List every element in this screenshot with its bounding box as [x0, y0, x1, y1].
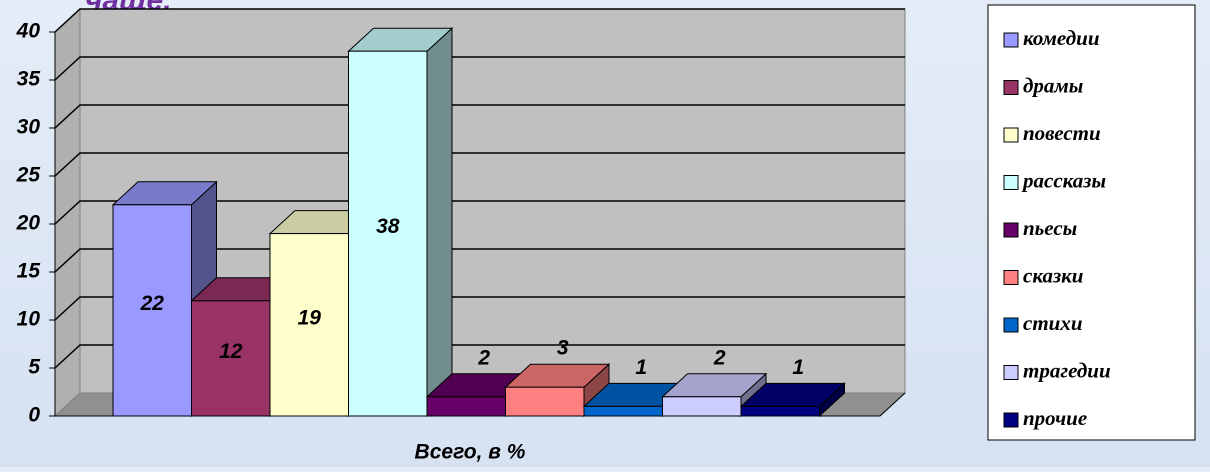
legend-label: трагедии	[1023, 358, 1111, 382]
legend-swatch	[1003, 32, 1019, 48]
bar	[348, 50, 428, 417]
legend-swatch	[1003, 270, 1019, 285]
y-tick-label: 30	[17, 116, 41, 139]
data-label: 1	[792, 356, 804, 379]
legend-label: сказки	[1023, 263, 1083, 287]
y-tick-label: 15	[17, 260, 41, 283]
grid-line	[54, 56, 905, 81]
legend-box	[987, 4, 1196, 441]
bar	[505, 386, 585, 417]
data-label: 2	[713, 346, 726, 369]
legend-swatch	[1003, 412, 1019, 428]
legend-label: комедии	[1023, 26, 1100, 50]
legend-swatch	[1003, 365, 1019, 380]
legend-label: прочие	[1023, 406, 1087, 430]
bar	[191, 300, 271, 417]
y-tick-label: 40	[16, 20, 41, 43]
grid-line	[54, 344, 905, 369]
data-label: 12	[219, 340, 243, 363]
y-tick-label: 35	[17, 68, 41, 91]
bar	[112, 204, 192, 417]
y-tick-label: 10	[17, 308, 41, 331]
grid-line	[54, 200, 905, 225]
data-label: 2	[477, 346, 490, 369]
legend-label: рассказы	[1021, 168, 1106, 192]
grid-line	[54, 152, 905, 177]
x-axis-edge	[879, 392, 906, 417]
bar	[583, 405, 663, 417]
legend-swatch	[1003, 222, 1019, 238]
legend-swatch	[1003, 175, 1019, 190]
legend-label: стихи	[1023, 311, 1083, 335]
bar	[662, 396, 742, 417]
bar	[269, 233, 349, 417]
data-label: 3	[557, 337, 569, 360]
y-tick-label: 25	[16, 164, 41, 187]
grid-line	[54, 248, 905, 273]
bar	[740, 405, 820, 417]
legend-label: повести	[1023, 121, 1101, 145]
bar-side	[426, 27, 453, 418]
x-tick-label: Всего, в %	[415, 441, 526, 464]
grid-line	[54, 296, 905, 321]
data-label: 22	[140, 292, 165, 315]
grid-line	[54, 104, 905, 129]
data-label: 38	[376, 215, 400, 238]
y-tick-label: 5	[28, 356, 40, 379]
legend-swatch	[1003, 127, 1019, 143]
data-label: 19	[298, 306, 322, 329]
legend-swatch	[1003, 80, 1019, 95]
grid-line	[54, 8, 905, 33]
y-tick-label: 0	[28, 404, 40, 427]
y-tick-label: 20	[16, 212, 41, 235]
bar	[426, 396, 506, 417]
legend-label: драмы	[1023, 73, 1083, 97]
data-label: 1	[635, 356, 647, 379]
legend-label: пьесы	[1023, 216, 1077, 240]
legend-swatch	[1003, 317, 1019, 333]
